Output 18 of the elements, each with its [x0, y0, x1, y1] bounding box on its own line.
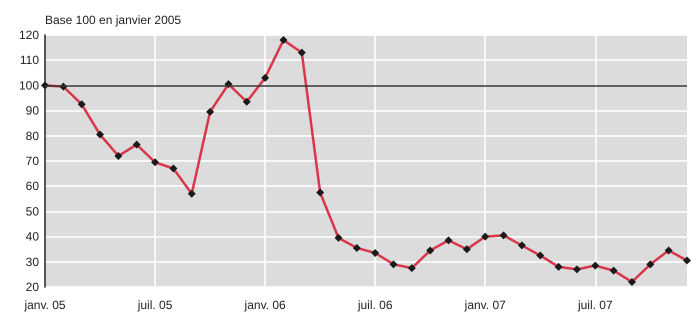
x-tick-label: janv. 07	[464, 298, 506, 312]
y-tick-label: 30	[26, 254, 40, 269]
y-tick-label: 90	[26, 104, 40, 118]
y-tick-label: 20	[26, 280, 40, 294]
y-tick-label: 120	[18, 28, 40, 42]
y-tick-label: 110	[20, 53, 40, 68]
y-tick-label: 60	[26, 179, 40, 194]
y-tick-label: 80	[26, 128, 40, 143]
x-tick-label: janv. 06	[244, 298, 286, 312]
y-axis-title: Base 100 en janvier 2005	[45, 13, 182, 27]
x-tick-label: juil. 05	[136, 298, 173, 312]
x-tick-label: janv. 05	[23, 298, 66, 312]
y-tick-label: 100	[18, 78, 40, 92]
y-tick-label: 50	[26, 204, 40, 218]
x-tick-label: juil. 06	[356, 298, 393, 312]
x-tick-label: juil. 07	[576, 298, 613, 312]
y-tick-label: 40	[26, 230, 40, 244]
y-tick-label: 70	[26, 154, 40, 168]
